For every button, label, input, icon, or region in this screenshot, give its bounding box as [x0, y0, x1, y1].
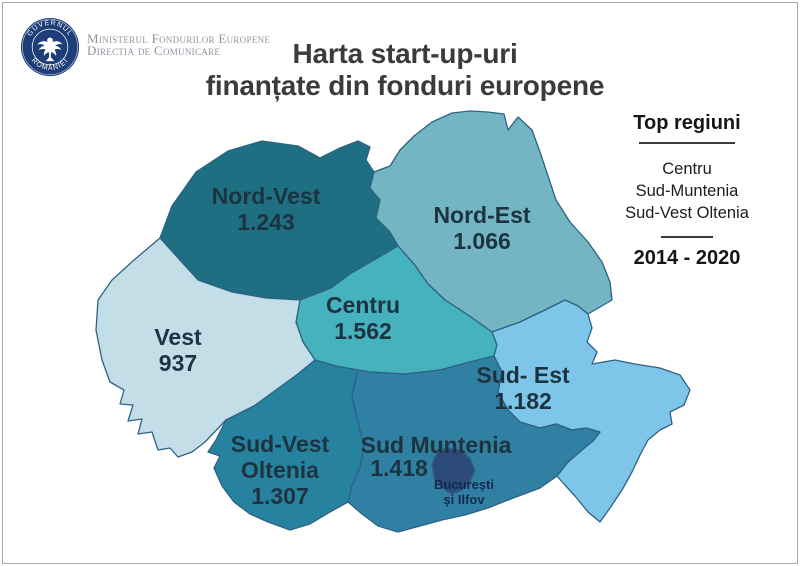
- region-name-line1: București: [434, 477, 494, 492]
- seal-inner-ring: [31, 28, 69, 66]
- panel-divider-top: [639, 142, 735, 144]
- label-sud-est: Sud- Est 1.182: [476, 362, 569, 414]
- label-sud-muntenia: Sud Muntenia: [361, 432, 512, 458]
- top-region-item-3: Sud-Vest Oltenia: [625, 204, 749, 222]
- region-value: 1.307: [251, 483, 309, 509]
- funding-period: 2014 - 2020: [633, 247, 741, 269]
- region-vest: [95, 237, 316, 458]
- top-regions-list: Centru Sud-Muntenia Sud-Vest Oltenia: [617, 158, 757, 224]
- label-sud-muntenia-value: 1.418: [370, 455, 428, 481]
- region-name: Nord-Vest: [211, 183, 321, 209]
- label-bucuresti-ilfov: București și Ilfov: [434, 477, 494, 507]
- eagle-icon: [37, 37, 63, 62]
- region-name: Sud- Est: [476, 362, 570, 388]
- region-value: 1.066: [453, 228, 511, 254]
- region-sud-muntenia: [347, 355, 601, 533]
- seal-outer-ring: [22, 19, 78, 75]
- top-regions-panel: Top regiuni Centru Sud-Muntenia Sud-Vest…: [617, 112, 757, 270]
- label-nord-est: Nord-Est 1.066: [433, 202, 530, 254]
- ministry-line1: Ministerul Fondurilor Europene: [87, 31, 271, 46]
- region-name: Vest: [154, 324, 202, 350]
- region-value: 1.243: [237, 209, 295, 235]
- region-value: 1.418: [370, 455, 428, 481]
- page-title-line2: finanțate din fonduri europene: [205, 70, 605, 101]
- region-name: Nord-Est: [433, 202, 531, 228]
- page-title: Harta start-up-uri finanțate din fonduri…: [205, 38, 605, 102]
- region-name-line1: Sud-Vest: [230, 431, 330, 457]
- ministry-line2: Directia de Comunicare: [87, 43, 221, 58]
- region-name: Centru: [325, 292, 401, 318]
- label-sud-vest-oltenia: Sud-Vest Oltenia 1.307: [231, 431, 329, 509]
- top-region-item-2: Sud-Muntenia: [635, 182, 739, 200]
- region-bucuresti-ilfov: [431, 447, 476, 495]
- panel-divider-bottom: [661, 236, 713, 238]
- label-nord-vest: Nord-Vest 1.243: [212, 183, 321, 235]
- government-seal-logo: GUVERNUL ROMÂNIEI: [20, 17, 80, 77]
- top-region-item-1: Centru: [662, 160, 712, 178]
- label-vest: Vest 937: [154, 324, 201, 376]
- page-title-line1: Harta start-up-uri: [292, 38, 518, 69]
- label-centru: Centru 1.562: [326, 292, 400, 344]
- region-value: 1.182: [494, 388, 552, 414]
- region-value: 937: [158, 350, 198, 376]
- ministry-name: Ministerul Fondurilor Europene Directia …: [87, 31, 271, 58]
- region-value: 1.562: [334, 318, 392, 344]
- region-name-line2: și Ilfov: [443, 492, 485, 507]
- top-regions-heading: Top regiuni: [633, 112, 741, 134]
- region-name-line2: Oltenia: [241, 457, 319, 483]
- region-name: Sud Muntenia: [360, 432, 512, 458]
